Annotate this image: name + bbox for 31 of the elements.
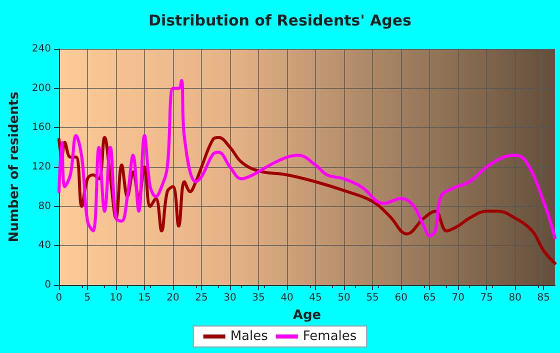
x-tick-label: 30: [224, 292, 236, 304]
x-tick-label: 65: [423, 292, 436, 304]
x-tick-label: 45: [309, 292, 322, 304]
x-tick-label: 60: [394, 292, 408, 304]
y-tick-label: 80: [38, 200, 51, 212]
chart-title: Distribution of Residents' Ages: [148, 12, 412, 30]
x-tick-label: 80: [508, 292, 522, 304]
x-tick-label: 70: [452, 292, 464, 304]
x-tick-label: 40: [280, 292, 294, 304]
y-tick-label: 200: [32, 82, 51, 94]
x-tick-label: 10: [110, 292, 122, 304]
y-tick-label: 160: [32, 122, 51, 134]
x-tick-label: 25: [195, 292, 208, 304]
y-axis-title: Number of residents: [7, 91, 22, 242]
x-tick-label: 55: [366, 292, 379, 304]
x-tick-label: 0: [56, 292, 62, 304]
x-tick-label: 15: [138, 292, 151, 304]
x-axis-title: Age: [292, 308, 322, 323]
x-tick-label: 50: [338, 292, 350, 304]
x-tick-label: 85: [537, 292, 550, 304]
legend-label: Males: [230, 329, 268, 344]
legend-label: Females: [302, 329, 357, 344]
x-tick-label: 35: [252, 292, 265, 304]
y-tick-label: 120: [32, 162, 51, 172]
y-tick-label: 40: [38, 240, 51, 252]
x-tick-label: 5: [84, 292, 91, 304]
x-tick-label: 20: [166, 292, 180, 304]
x-tick-label: 75: [480, 292, 493, 304]
line-series: [57, 78, 556, 240]
y-tick-label: 240: [32, 44, 51, 54]
y-tick-label: 0: [44, 280, 51, 290]
